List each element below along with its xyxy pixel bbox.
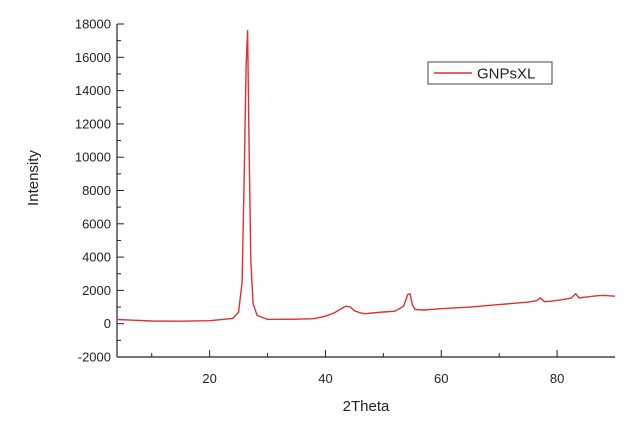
series-line-gnpsxl bbox=[116, 30, 616, 322]
y-tick-label: 10000 bbox=[75, 150, 111, 165]
y-tick-label: 0 bbox=[104, 316, 111, 331]
x-tick-label: 40 bbox=[318, 371, 332, 386]
y-axis-title: Intensity bbox=[25, 150, 42, 206]
series-layer bbox=[116, 30, 616, 322]
x-axis-title: 2Theta bbox=[343, 398, 390, 415]
legend: GNPsXL bbox=[427, 61, 553, 85]
y-tick-label: 16000 bbox=[75, 50, 111, 65]
x-tick-label: 60 bbox=[434, 371, 448, 386]
y-tick-label: 12000 bbox=[75, 116, 111, 131]
x-tick-label: 80 bbox=[550, 371, 564, 386]
y-tick-label: -2000 bbox=[78, 350, 111, 365]
y-tick-label: 6000 bbox=[82, 216, 111, 231]
legend-box bbox=[427, 61, 553, 85]
y-tick-label: 4000 bbox=[82, 250, 111, 265]
legend-label-gnpsxl: GNPsXL bbox=[477, 66, 535, 83]
y-tick-label: 18000 bbox=[75, 17, 111, 32]
ticks: -2000 0 2000 4000 6000 8000 10000 12000 14000 160… bbox=[75, 17, 564, 387]
x-tick-label: 20 bbox=[202, 371, 216, 386]
y-tick-label: 14000 bbox=[75, 83, 111, 98]
y-tick-label: 8000 bbox=[82, 183, 111, 198]
y-tick-label: 2000 bbox=[82, 283, 111, 298]
